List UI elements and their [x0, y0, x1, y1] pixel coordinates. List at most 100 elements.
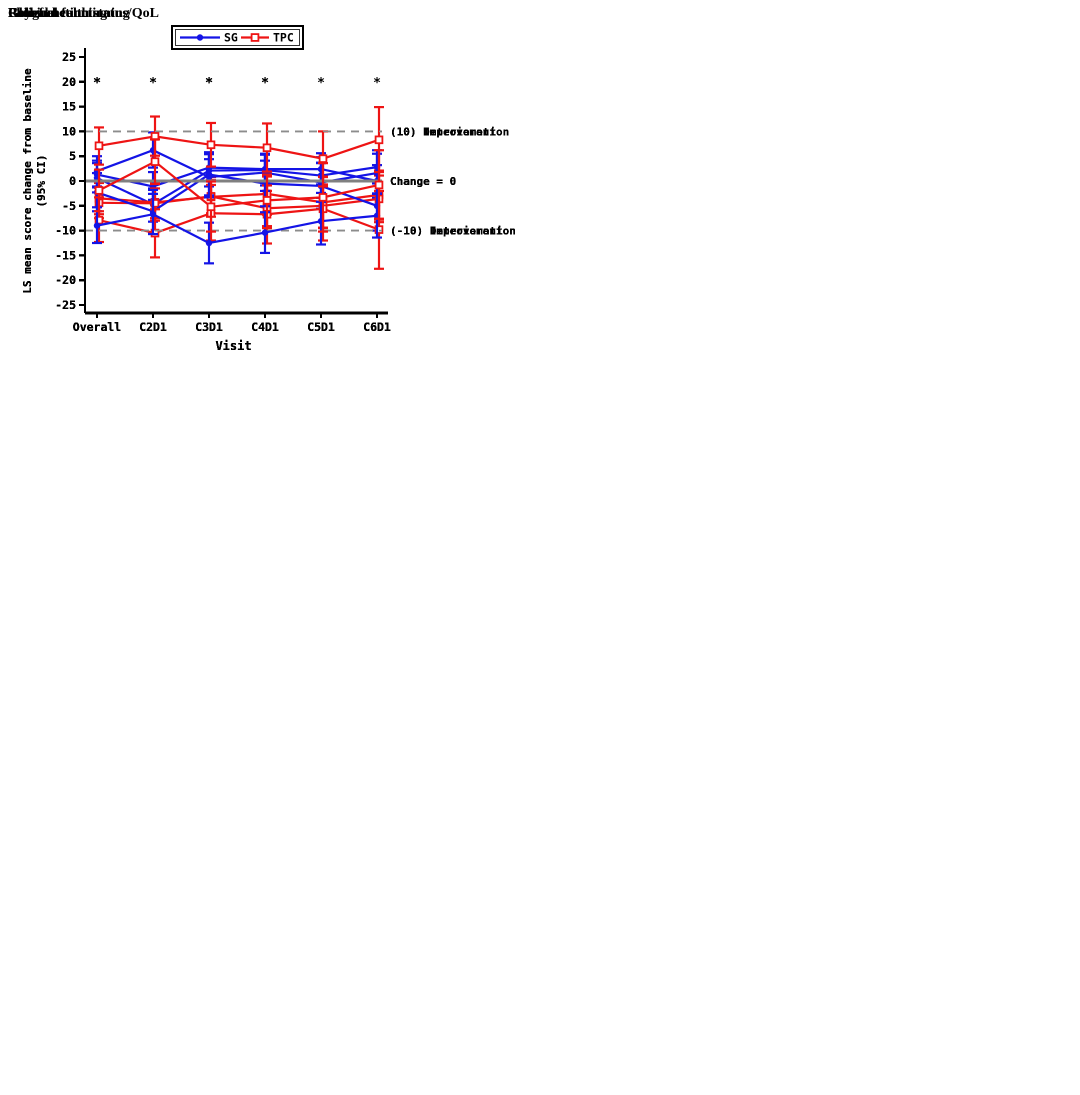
y-axis-label: LS mean score change from baseline (95% C…	[21, 68, 48, 294]
y-tick-label: -20	[55, 273, 76, 287]
x-tick-label: C5D1	[307, 320, 335, 334]
y-tick-label: -25	[55, 298, 76, 312]
y-tick-label: 20	[62, 75, 76, 89]
chart-title: Fatigue	[8, 6, 54, 21]
y-tick-label: -10	[55, 224, 76, 238]
y-tick-label: 25	[62, 50, 76, 64]
chart-title: Physical functioning	[8, 6, 130, 21]
ref-line-label: (-10) Deterioration	[390, 225, 516, 238]
series-SG	[92, 192, 382, 265]
series-line	[96, 173, 378, 213]
y-tick-label: 15	[62, 100, 76, 114]
y-axis-title-line1: LS mean score change from baseline	[21, 68, 34, 294]
x-tick-label: C3D1	[195, 320, 223, 334]
y-axis: 25 20 15 10 5 0 -5 -10 -15 -20 -25	[55, 48, 86, 313]
y-axis-label: LS mean score change from baseline (95% C…	[21, 68, 48, 294]
data-point-marker	[205, 173, 213, 181]
y-tick-label: -10	[55, 224, 76, 238]
y-tick-label: -10	[55, 224, 76, 238]
x-tick-label: Overall	[73, 320, 122, 334]
chart-title: Role functioning	[8, 6, 108, 21]
y-tick-label: 5	[69, 149, 76, 163]
y-axis-label: LS mean score change from baseline (95% C…	[21, 68, 48, 294]
ref-line-label: (10) Improvement	[390, 125, 496, 138]
x-tick-label: C6D1	[363, 320, 391, 334]
x-tick-label: C4D1	[251, 320, 279, 334]
series-line	[98, 135, 380, 160]
x-tick-label: C2D1	[139, 320, 167, 334]
chart-title: Pain	[8, 6, 36, 21]
significance-asterisk: *	[93, 76, 101, 91]
y-tick-label: 0	[69, 174, 76, 188]
ref-line-label: (10) Improvement	[390, 125, 496, 138]
data-point-marker	[205, 239, 213, 247]
ref-line-label: (-10) Deterioration	[390, 225, 516, 238]
y-tick-label: -5	[62, 199, 76, 213]
x-tick-label: Overall	[73, 320, 122, 334]
x-tick-label: C6D1	[363, 320, 391, 334]
x-tick-label: C3D1	[195, 320, 223, 334]
y-tick-label: 20	[62, 75, 76, 89]
y-tick-label: -5	[62, 199, 76, 213]
significance-asterisk: *	[205, 76, 213, 91]
significance-asterisk: *	[93, 76, 101, 91]
y-tick-label: 15	[62, 100, 76, 114]
y-axis-title-line2: (95% CI)	[35, 155, 48, 208]
data-point-marker	[261, 229, 269, 236]
significance-asterisk: *	[149, 76, 157, 91]
significance-asterisk: *	[205, 76, 213, 91]
y-tick-label: -25	[55, 298, 76, 312]
y-tick-label: -5	[62, 199, 76, 213]
y-tick-label: -5	[62, 199, 76, 213]
y-tick-label: -20	[55, 273, 76, 287]
significance-asterisk: *	[93, 76, 101, 91]
x-tick-label: Overall	[73, 320, 122, 334]
y-axis-title-line2: (95% CI)	[35, 155, 48, 208]
data-point-marker	[94, 186, 104, 195]
significance-asterisk: *	[261, 76, 269, 91]
legend-marker-sg	[196, 34, 204, 41]
x-tick-label: C4D1	[251, 320, 279, 334]
x-tick-label: Overall	[73, 320, 122, 334]
x-tick-label: C6D1	[363, 320, 391, 334]
data-point-marker	[150, 199, 160, 208]
x-tick-label: C4D1	[251, 320, 279, 334]
significance-asterisk: *	[373, 76, 381, 91]
y-tick-label: 5	[69, 149, 76, 163]
chart-title: Global health status/QoL	[8, 6, 159, 21]
x-tick-label: C4D1	[251, 320, 279, 334]
chart-panel-pain: (10) Deterioration Change = 0 (-10) Improv…	[0, 0, 540, 365]
series-line	[96, 213, 378, 245]
data-point-marker	[262, 143, 272, 153]
data-point-marker	[374, 225, 384, 234]
y-axis-title-line2: (95% CI)	[35, 155, 48, 208]
data-point-marker	[374, 135, 384, 145]
y-tick-label: 15	[62, 100, 76, 114]
y-tick-label: 5	[69, 149, 76, 163]
ref-line-label: (10) Deterioration	[390, 125, 509, 138]
x-tick-label: C2D1	[139, 320, 167, 334]
series-line	[96, 166, 378, 206]
data-point-marker	[94, 141, 104, 151]
y-tick-label: 20	[62, 75, 76, 89]
y-tick-label: -20	[55, 273, 76, 287]
x-tick-label: C3D1	[195, 320, 223, 334]
significance-asterisk: *	[261, 76, 269, 91]
ref-line-label: Change = 0	[390, 175, 456, 188]
ref-line-label: (-10) Improvement	[390, 225, 503, 238]
significance-asterisk: *	[93, 76, 101, 91]
y-axis-title-line1: LS mean score change from baseline	[21, 68, 34, 294]
y-tick-label: 25	[62, 50, 76, 64]
significance-asterisks: * * * * *	[93, 76, 325, 91]
ref-line-label: Change = 0	[390, 175, 456, 188]
x-axis: Overall C2D1 C3D1 C4D1 C5D1 C6D1 Visit	[73, 311, 391, 353]
significance-asterisks: * *	[93, 76, 213, 91]
y-axis-title-line1: LS mean score change from baseline	[21, 68, 34, 294]
data-point-marker	[206, 140, 216, 150]
pain-plot: (10) Deterioration Change = 0 (-10) Improv…	[21, 25, 509, 353]
y-tick-label: 10	[62, 124, 76, 138]
ref-line-label: (10) Deterioration	[390, 125, 509, 138]
x-axis-title: Visit	[215, 339, 251, 353]
x-tick-label: C4D1	[251, 320, 279, 334]
legend-box-outer	[171, 25, 304, 50]
